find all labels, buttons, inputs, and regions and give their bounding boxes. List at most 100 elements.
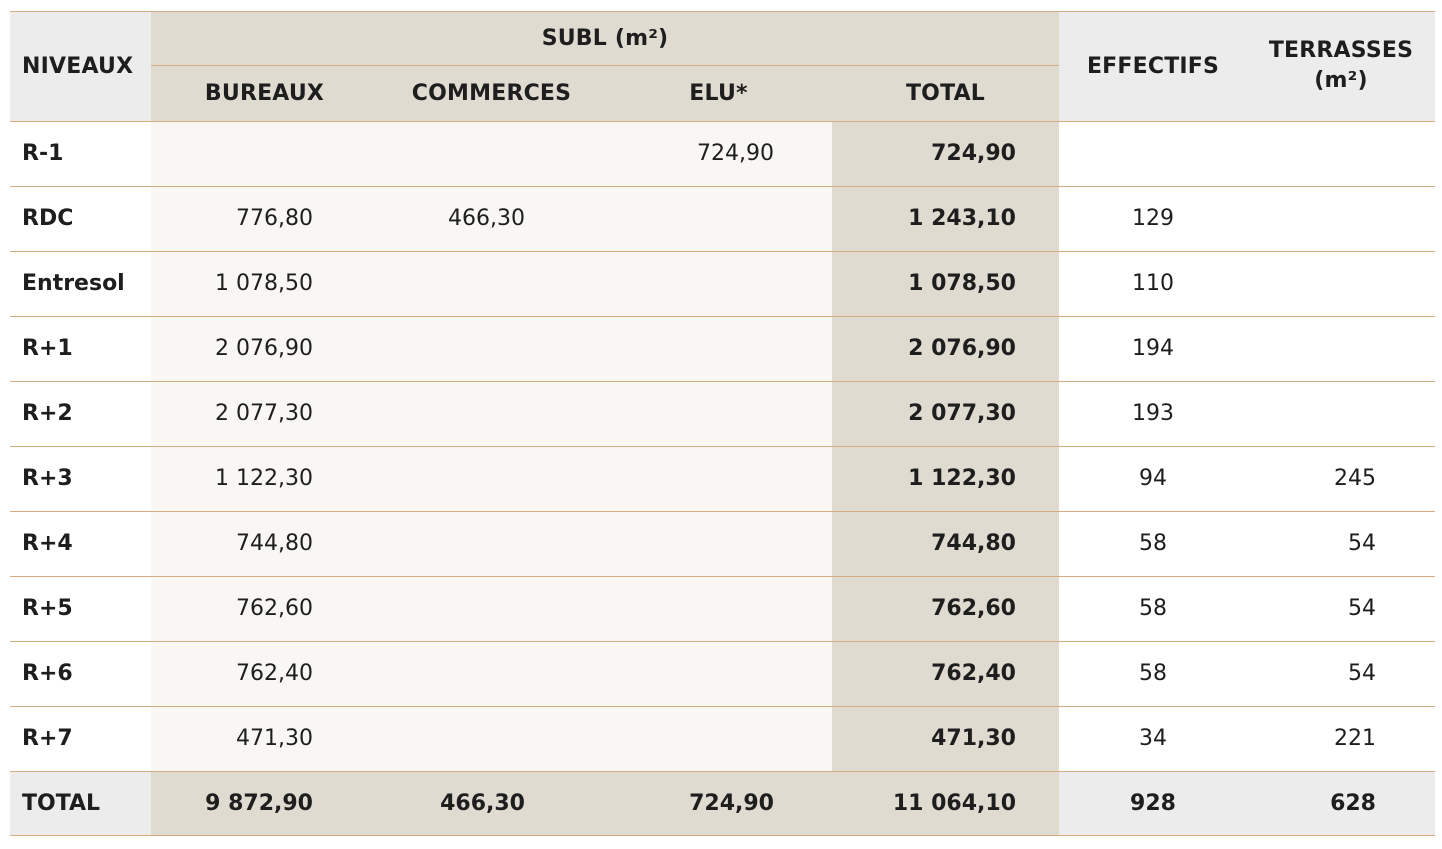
cell-effectifs: 194 — [1132, 336, 1174, 361]
totals-elu: 724,90 — [689, 790, 774, 816]
cell-niveau: R+6 — [22, 661, 73, 686]
cell-effectifs — [1059, 121, 1247, 186]
cell-total: 762,40 — [931, 661, 1016, 686]
cell-terrasses: 54 — [1348, 661, 1376, 686]
cell-commerces — [378, 251, 525, 316]
cell-bureaux: 2 076,90 — [215, 336, 313, 361]
cell-effectifs: 58 — [1139, 531, 1167, 556]
cell-bureaux: 744,80 — [236, 531, 313, 556]
rule-row — [10, 511, 1435, 512]
rule-header-bottom — [10, 121, 1435, 122]
cell-commerces — [378, 576, 525, 641]
header-commerces: COMMERCES — [411, 81, 572, 106]
cell-terrasses: 245 — [1334, 466, 1376, 491]
cell-bureaux: 762,40 — [236, 661, 313, 686]
cell-commerces — [378, 121, 525, 186]
cell-bureaux: 2 077,30 — [215, 401, 313, 426]
cell-commerces: 466,30 — [448, 206, 525, 231]
cell-bureaux: 776,80 — [236, 206, 313, 231]
cell-commerces — [378, 446, 525, 511]
cell-terrasses — [1247, 121, 1376, 186]
cell-total: 1 122,30 — [908, 466, 1016, 491]
cell-bureaux — [151, 121, 313, 186]
cell-niveau: R+3 — [22, 466, 73, 491]
cell-effectifs: 94 — [1139, 466, 1167, 491]
header-bureaux: BUREAUX — [204, 81, 325, 106]
rule-row — [10, 706, 1435, 707]
header-bg-subl — [151, 11, 1059, 121]
cell-effectifs: 58 — [1139, 661, 1167, 686]
cell-commerces — [378, 316, 525, 381]
cell-bureaux: 1 078,50 — [215, 271, 313, 296]
cell-terrasses — [1247, 186, 1376, 251]
cell-terrasses — [1247, 381, 1376, 446]
rule-bottom — [10, 835, 1435, 836]
rule-row — [10, 641, 1435, 642]
rule-row — [10, 576, 1435, 577]
cell-terrasses: 221 — [1334, 726, 1376, 751]
cell-effectifs: 193 — [1132, 401, 1174, 426]
cell-niveau: Entresol — [22, 271, 125, 296]
cell-total: 1 243,10 — [908, 206, 1016, 231]
rule-row — [10, 381, 1435, 382]
header-terrasses-line2: (m²) — [1314, 68, 1368, 93]
cell-elu — [605, 446, 774, 511]
cell-total: 1 078,50 — [908, 271, 1016, 296]
cell-effectifs: 110 — [1132, 271, 1174, 296]
cell-elu — [605, 251, 774, 316]
cell-niveau: R+5 — [22, 596, 73, 621]
cell-elu — [605, 706, 774, 771]
cell-elu: 724,90 — [697, 141, 774, 166]
cell-elu — [605, 186, 774, 251]
totals-effectifs: 928 — [1130, 790, 1176, 816]
totals-bg-subl — [151, 771, 1059, 835]
totals-bureaux: 9 872,90 — [205, 790, 313, 816]
cell-total: 471,30 — [931, 726, 1016, 751]
rule-row — [10, 316, 1435, 317]
cell-elu — [605, 511, 774, 576]
cell-total: 2 076,90 — [908, 336, 1016, 361]
cell-commerces — [378, 511, 525, 576]
rule-subl — [151, 65, 1059, 66]
header-bg-niveaux — [10, 11, 151, 121]
cell-terrasses: 54 — [1348, 596, 1376, 621]
cell-terrasses: 54 — [1348, 531, 1376, 556]
header-elu: ELU* — [689, 81, 748, 106]
cell-elu — [605, 576, 774, 641]
cell-bureaux: 762,60 — [236, 596, 313, 621]
totals-total: 11 064,10 — [892, 790, 1016, 816]
cell-niveau: R+1 — [22, 336, 73, 361]
cell-total: 2 077,30 — [908, 401, 1016, 426]
cell-elu — [605, 641, 774, 706]
cell-total: 724,90 — [931, 141, 1016, 166]
cell-bureaux: 471,30 — [236, 726, 313, 751]
cell-niveau: R+4 — [22, 531, 73, 556]
rule-top — [10, 11, 1435, 12]
cell-niveau: RDC — [22, 206, 74, 231]
rule-row — [10, 251, 1435, 252]
totals-bg-right — [1059, 771, 1435, 835]
cell-effectifs: 129 — [1132, 206, 1174, 231]
cell-niveau: R+2 — [22, 401, 73, 426]
cell-terrasses — [1247, 251, 1376, 316]
rule-row — [10, 446, 1435, 447]
totals-label: TOTAL — [22, 790, 101, 816]
header-terrasses-line1: TERRASSES — [1268, 38, 1414, 63]
totals-bg-label — [10, 771, 151, 835]
cell-niveau: R-1 — [22, 141, 64, 166]
cell-elu — [605, 316, 774, 381]
header-bg-right — [1059, 11, 1435, 121]
header-niveaux: NIVEAUX — [22, 53, 134, 79]
header-subl: SUBL (m²) — [541, 25, 669, 51]
cell-effectifs: 58 — [1139, 596, 1167, 621]
cell-bureaux: 1 122,30 — [215, 466, 313, 491]
cell-terrasses — [1247, 316, 1376, 381]
cell-effectifs: 34 — [1139, 726, 1167, 751]
header-total: TOTAL — [905, 81, 986, 106]
rule-row — [10, 186, 1435, 187]
cell-niveau: R+7 — [22, 726, 73, 751]
cell-total: 762,60 — [931, 596, 1016, 621]
cell-total: 744,80 — [931, 531, 1016, 556]
totals-commerces: 466,30 — [440, 790, 525, 816]
cell-commerces — [378, 641, 525, 706]
